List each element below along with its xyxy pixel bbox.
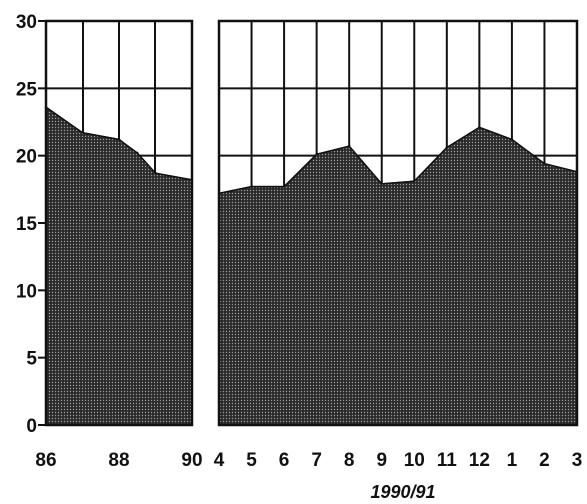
y-axis: 0 5 10 15 20 25 30 (16, 12, 47, 437)
monthly-panel: 4 5 6 7 8 9 10 11 12 1 2 3 (214, 19, 583, 471)
y-tick-label: 10 (16, 281, 37, 302)
annual-panel: 86 88 90 (35, 19, 203, 471)
x-tick-label: 88 (108, 450, 129, 471)
x-tick-label: 11 (437, 450, 458, 471)
x-tick-label: 86 (35, 450, 56, 471)
x-tick-label: 90 (181, 450, 202, 471)
y-tick-label: 5 (26, 349, 37, 370)
monthly-x-axis-label: 1990/91 (370, 482, 435, 502)
panel-frame (44, 19, 194, 427)
x-tick-label: 8 (344, 450, 355, 471)
panel-frame (217, 19, 579, 427)
x-tick-label: 9 (376, 450, 387, 471)
x-tick-label: 7 (311, 450, 322, 471)
x-tick-label: 4 (214, 450, 225, 471)
x-tick-label: 3 (572, 450, 583, 471)
x-tick-label: 2 (539, 450, 550, 471)
x-tick-label: 6 (279, 450, 290, 471)
y-tick-label: 30 (16, 12, 37, 33)
y-tick-label: 15 (16, 214, 38, 235)
y-tick-label: 0 (26, 416, 37, 437)
x-tick-label: 5 (246, 450, 257, 471)
x-tick-label: 1 (507, 450, 518, 471)
y-tick-label: 20 (16, 147, 37, 168)
area-fill-monthly (218, 126, 578, 426)
x-tick-label: 10 (404, 450, 425, 471)
x-tick-label: 12 (469, 450, 490, 471)
y-tick-label: 25 (16, 79, 38, 100)
